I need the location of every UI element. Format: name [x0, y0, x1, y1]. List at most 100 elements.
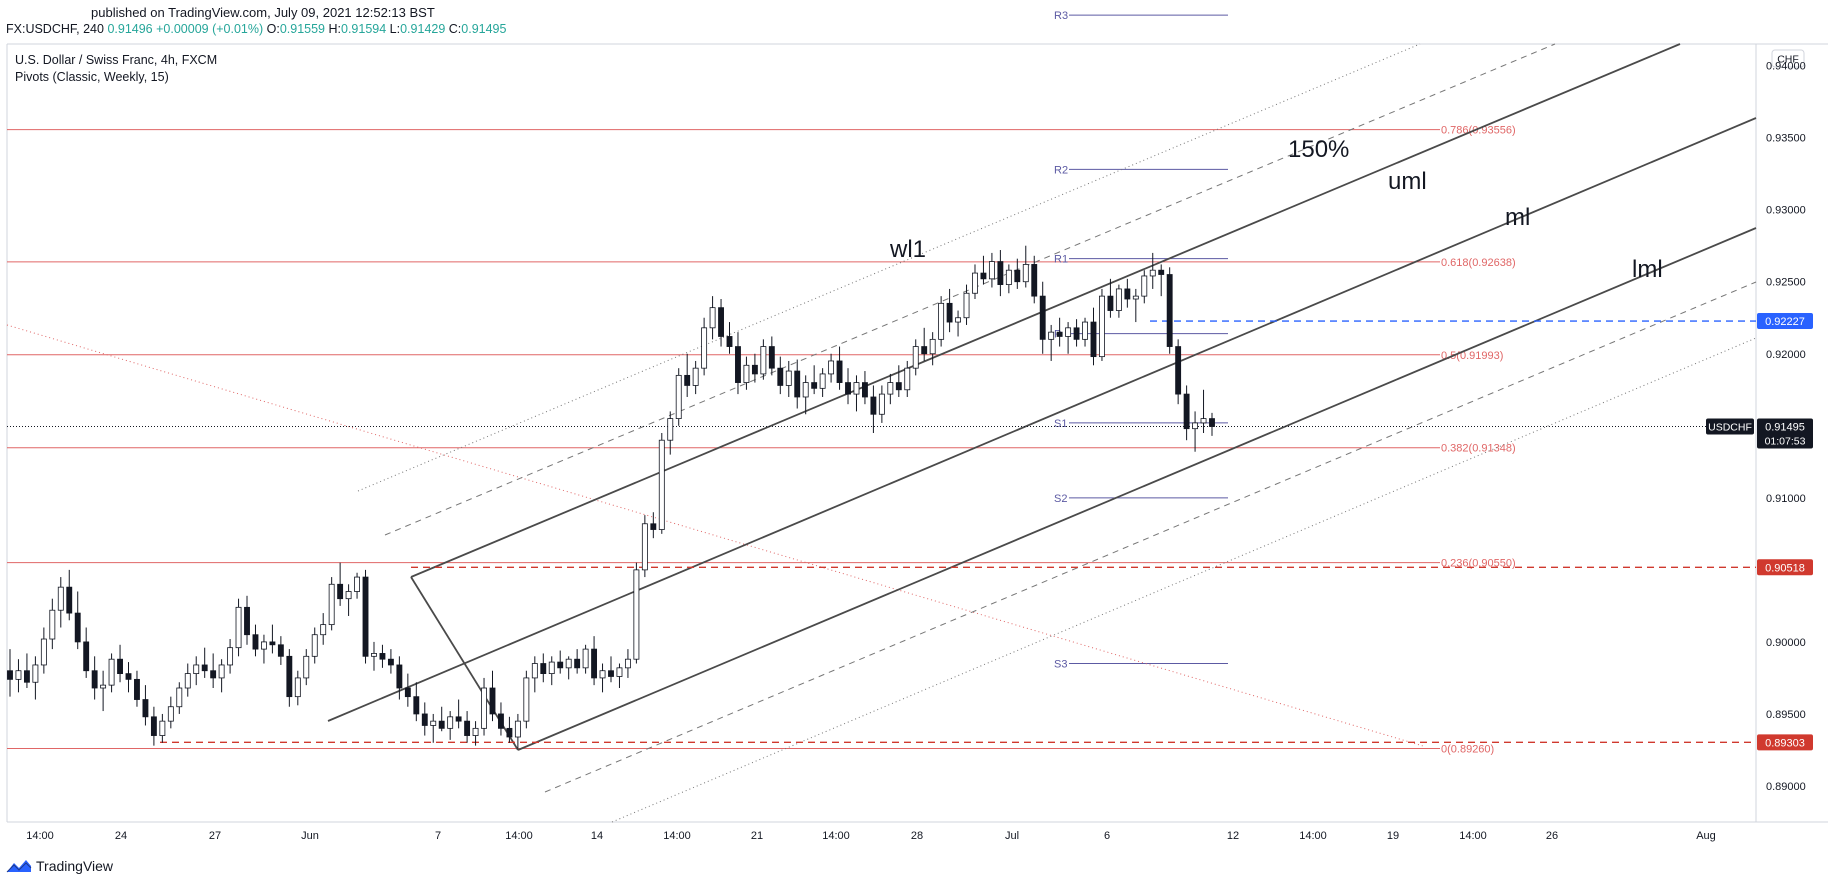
candle-body: [1141, 275, 1148, 297]
candle-body: [108, 658, 115, 686]
annotation-label: uml: [1388, 168, 1427, 195]
x-tick-label: 21: [751, 830, 763, 842]
candle-body: [531, 663, 538, 679]
candle-body: [184, 673, 191, 689]
candle-body: [464, 720, 471, 736]
candle-body: [912, 346, 919, 369]
x-tick-label: 14:00: [663, 830, 691, 842]
x-tick-label: 14:00: [26, 830, 54, 842]
x-tick-label: 26: [1546, 830, 1558, 842]
fib-level-label: 0.786(0.93556): [1441, 125, 1516, 137]
candle-body: [751, 364, 758, 375]
candle-body: [972, 272, 978, 294]
candle-body: [286, 655, 293, 698]
y-tick-label: 0.92500: [1766, 277, 1806, 289]
candle-body: [1065, 327, 1072, 337]
candle-body: [785, 370, 792, 386]
candle-body: [836, 360, 843, 383]
candle-body: [252, 634, 259, 650]
candle-body: [269, 641, 276, 646]
x-tick-label: 14:00: [505, 830, 533, 842]
candle-body: [421, 713, 428, 726]
candle-body: [345, 591, 352, 600]
candle-body: [887, 382, 894, 395]
candle-body: [311, 634, 318, 657]
candle-body: [701, 327, 708, 369]
drawing-tools: [6, 43, 1757, 823]
candle-body: [768, 346, 775, 369]
candle-body: [387, 658, 394, 666]
candle-body: [125, 673, 132, 680]
candle-body: [658, 439, 665, 530]
candle-body: [57, 586, 64, 611]
open-value: 0.91559: [279, 22, 326, 36]
y-tick-label: 0.91000: [1766, 493, 1806, 505]
candle-body: [303, 655, 310, 679]
candle-body: [997, 261, 1004, 286]
y-axis: 0.890000.895000.900000.905000.910000.915…: [1706, 61, 1813, 793]
candle-body: [134, 678, 140, 700]
annotations: 150% uml ml wl1 lml: [889, 136, 1663, 283]
candle-body: [878, 393, 885, 415]
candle-body: [1175, 346, 1182, 395]
warning-line-lower: [544, 281, 1757, 793]
x-tick-label: 14:00: [1459, 830, 1487, 842]
candle-body: [963, 292, 970, 319]
chart-frame: [6, 43, 1828, 823]
candle-body: [650, 523, 657, 530]
x-tick-label: 28: [911, 830, 923, 842]
candle-body: [15, 670, 22, 680]
price-change: +0.00009 (+0.01%): [156, 22, 264, 36]
open-label: O:: [266, 22, 280, 36]
candle-body: [320, 624, 327, 636]
footer-brand[interactable]: TradingView: [6, 858, 113, 874]
candle-body: [523, 677, 530, 722]
tradingview-logo-icon: [6, 860, 32, 873]
candle-body: [811, 382, 818, 389]
x-tick-label: 19: [1387, 830, 1399, 842]
symbol-tag: [1706, 418, 1754, 435]
x-tick-label: 7: [435, 830, 441, 842]
extension-line-upper: [357, 43, 1421, 492]
candle-body: [294, 677, 301, 698]
annotation-label: wl1: [889, 236, 926, 263]
x-tick-label: 24: [115, 830, 127, 842]
candle-body: [548, 661, 555, 675]
candle-body: [1200, 418, 1207, 424]
candle-body: [150, 716, 157, 736]
candle-body: [261, 641, 267, 650]
currency-badge[interactable]: CHF: [1771, 49, 1805, 68]
candle-body: [1031, 264, 1038, 297]
candle-body: [1056, 331, 1063, 337]
x-tick-label: 12: [1227, 830, 1239, 842]
candle-body: [929, 338, 936, 355]
pivot-level-label: S2: [1054, 493, 1067, 505]
candle-body: [1124, 288, 1131, 300]
candle-body: [862, 382, 868, 398]
x-tick-label: Aug: [1696, 830, 1716, 842]
candle-body: [988, 261, 995, 280]
last-price-tag-value: 0.91495: [1765, 422, 1805, 434]
candle-body: [1183, 393, 1190, 430]
x-tick-label: 14:00: [1299, 830, 1327, 842]
candle-body: [1132, 295, 1139, 300]
candle-body: [904, 367, 911, 391]
symbol-ohlc-line: FX:USDCHF, 240 0.91496 +0.00009 (+0.01%)…: [6, 22, 506, 36]
published-line: published on TradingView.com, July 09, 2…: [91, 5, 435, 20]
candle-body: [802, 382, 809, 398]
candle-body: [438, 720, 445, 729]
candle-body: [235, 606, 242, 649]
candle-body: [1115, 288, 1122, 311]
candle-body: [777, 367, 784, 386]
high-value: 0.91594: [341, 22, 387, 36]
candle-body: [7, 670, 13, 680]
currency-badge-label: CHF: [1777, 54, 1799, 66]
pivot-level-label: R1: [1054, 254, 1068, 266]
candle-body: [895, 382, 902, 391]
candle-body: [74, 612, 81, 643]
candle-body: [921, 346, 928, 355]
y-tick-label: 0.94000: [1766, 61, 1806, 73]
y-tick-label: 0.92000: [1766, 349, 1806, 361]
candle-body: [277, 644, 284, 657]
